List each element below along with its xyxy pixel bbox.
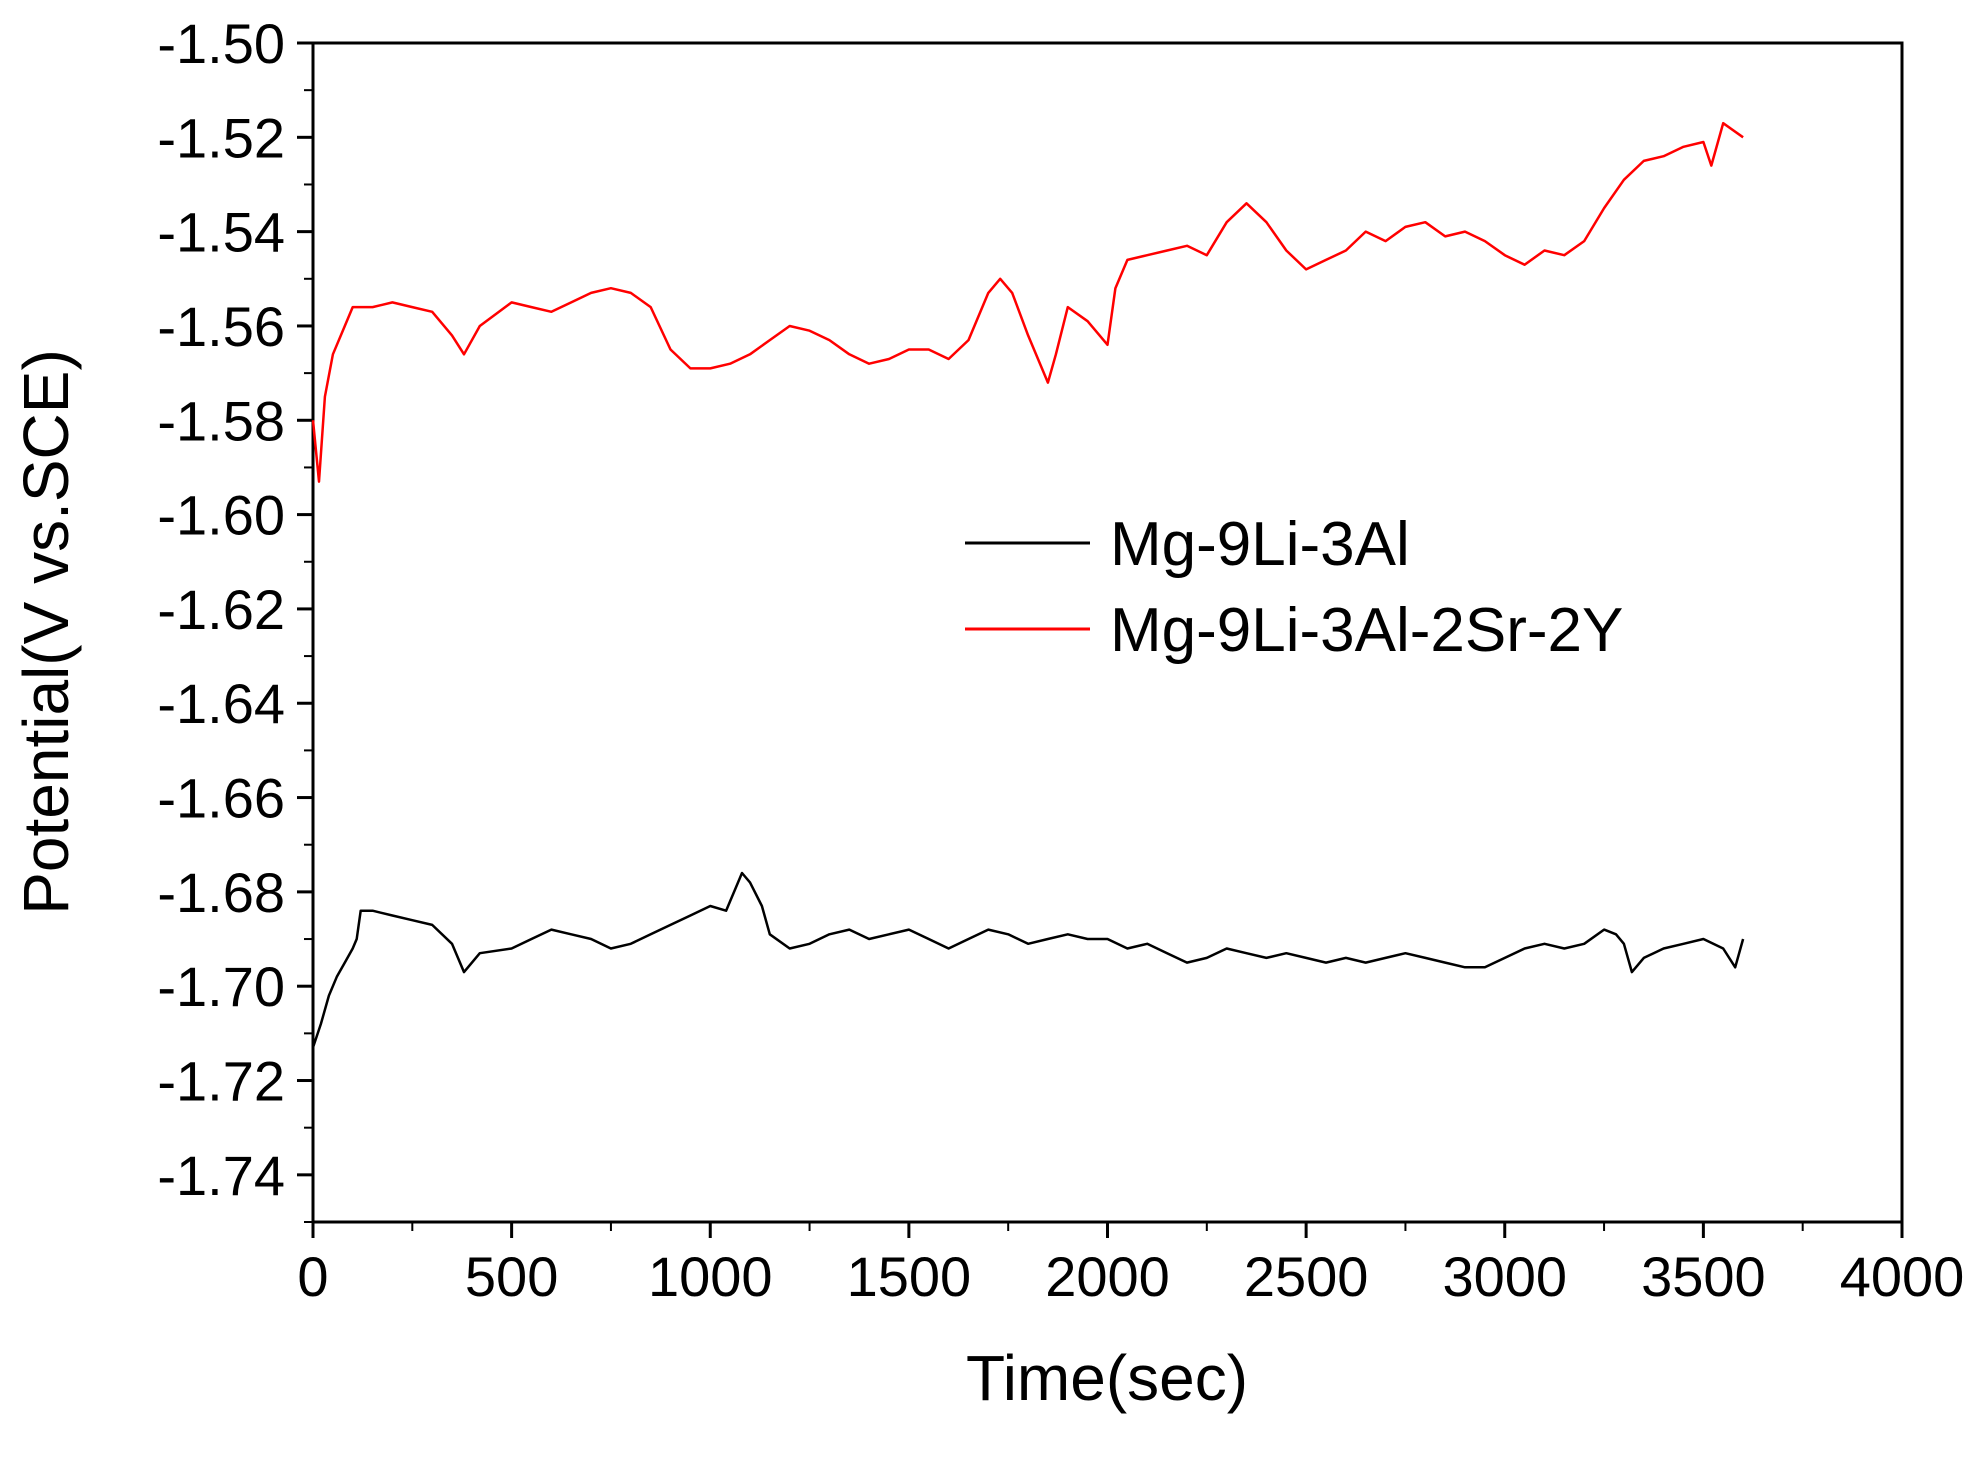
- x-tick-label: 2500: [1244, 1245, 1369, 1308]
- y-tick-label: -1.50: [157, 12, 285, 75]
- x-tick-label: 2000: [1045, 1245, 1170, 1308]
- x-tick-label: 3500: [1641, 1245, 1766, 1308]
- x-tick-label: 1500: [847, 1245, 972, 1308]
- y-tick-label: -1.72: [157, 1050, 285, 1113]
- y-tick-label: -1.74: [157, 1144, 285, 1207]
- x-axis-title: Time(sec): [966, 1342, 1248, 1414]
- x-axis-ticks: 0 500 1000 1500 2000 2500 3000 3500 4000: [297, 1222, 1964, 1308]
- x-tick-label: 1000: [648, 1245, 773, 1308]
- x-tick-label: 500: [465, 1245, 558, 1308]
- series-line-mg-9li-3al: [311, 871, 1745, 1048]
- y-axis-ticks: -1.50 -1.52 -1.54 -1.56 -1.58 -1.60 -1.62 -1.64…: [157, 12, 313, 1223]
- y-tick-label: -1.56: [157, 295, 285, 358]
- y-tick-label: -1.62: [157, 578, 285, 641]
- legend-label: Mg-9Li-3Al: [1110, 510, 1410, 579]
- legend: Mg-9Li-3Al Mg-9Li-3Al-2Sr-2Y: [965, 510, 1623, 665]
- legend-label: Mg-9Li-3Al-2Sr-2Y: [1110, 596, 1623, 665]
- y-tick-label: -1.60: [157, 484, 285, 547]
- y-tick-label: -1.64: [157, 672, 285, 735]
- series-layer: [311, 121, 1745, 1048]
- y-axis-title: Potential(V vs.SCE): [10, 349, 82, 915]
- x-tick-label: 3000: [1442, 1245, 1567, 1308]
- y-tick-label: -1.70: [157, 955, 285, 1018]
- y-tick-label: -1.58: [157, 389, 285, 452]
- x-tick-label: 4000: [1840, 1245, 1965, 1308]
- series-line-mg-9li-3al-2sr-2y: [311, 121, 1744, 483]
- y-tick-label: -1.66: [157, 767, 285, 830]
- x-tick-label: 0: [297, 1245, 328, 1308]
- y-tick-label: -1.68: [157, 861, 285, 924]
- plot-frame: [311, 41, 1904, 1224]
- y-tick-label: -1.54: [157, 201, 285, 264]
- y-tick-label: -1.52: [157, 106, 285, 169]
